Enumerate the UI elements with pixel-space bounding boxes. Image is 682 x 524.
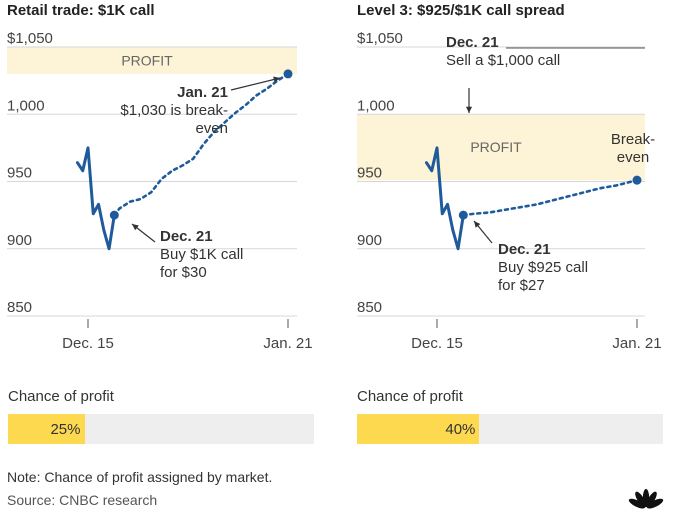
annotation-line: Buy $925 call: [498, 259, 588, 276]
probability-fill-spread: 40%: [357, 414, 480, 444]
probability-label-spread: Chance of profit: [357, 388, 463, 405]
annotation-line: even: [617, 149, 650, 166]
series-line-projected: [462, 178, 639, 217]
y-tick-label: 900: [357, 232, 382, 249]
footnote-text: Note: Chance of profit assigned by marke…: [7, 469, 273, 485]
probability-value-retail: 25%: [50, 421, 81, 438]
annotation-line: Jan. 21: [177, 84, 228, 101]
series-line-projected: [113, 72, 290, 217]
probability-label-retail: Chance of profit: [8, 388, 114, 405]
x-tick-label: Jan. 21: [263, 335, 312, 352]
annotation-line: Dec. 21: [160, 228, 213, 245]
annotation-text: Jan. 21 $1,030 is break-even: [120, 84, 228, 137]
probability-track-spread: 40%: [357, 414, 663, 444]
annotation-line: even: [195, 120, 228, 137]
y-tick-label: $1,050: [357, 30, 403, 47]
annotation-line: Dec. 21: [498, 241, 551, 258]
y-tick-label: 1,000: [7, 97, 45, 114]
profit-band-label: PROFIT: [121, 52, 173, 68]
chart-retail-call: PROFIT $1,050 1,000 950 900 850 Dec. 15 Jan. 21…: [7, 30, 313, 352]
x-tick-label: Jan. 21: [612, 335, 661, 352]
annotation-point: [458, 210, 468, 220]
annotation-arrow-head: [132, 224, 139, 231]
y-tick-label: 1,000: [357, 97, 395, 114]
y-tick-label: 900: [7, 232, 32, 249]
y-tick-label: $1,050: [7, 30, 53, 47]
source-text: Source: CNBC research: [7, 492, 158, 508]
profit-band-label: PROFIT: [470, 139, 522, 155]
probability-fill-retail: 25%: [8, 414, 85, 444]
x-tick-label: Dec. 15: [62, 335, 114, 352]
probability-track-retail: 25%: [8, 414, 314, 444]
peacock-logo: [628, 489, 664, 509]
y-tick-label: 950: [7, 165, 32, 182]
annotation-line: Buy $1K call: [160, 246, 243, 263]
probability-value-spread: 40%: [445, 421, 476, 438]
annotation-arrow-head: [465, 106, 473, 113]
panel-retail-title: Retail trade: $1K call: [7, 2, 155, 19]
annotation-line: for $30: [160, 264, 207, 281]
annotation-arrow-line: [230, 77, 281, 91]
annotation-text: Dec. 21 Buy $925 call for $27: [498, 241, 588, 294]
y-tick-label: 950: [357, 165, 382, 182]
y-tick-label: 850: [7, 299, 32, 316]
profit-band: [357, 114, 645, 181]
profit-band: [7, 47, 297, 74]
series-line-price: [75, 146, 116, 251]
annotation-text: Dec. 21 Buy $1K call for $30: [160, 228, 243, 281]
charts-svg: PROFIT $1,050 1,000 950 900 850 Dec. 15 Jan. 21…: [7, 30, 662, 352]
panel-spread-title: Level 3: $925/$1K call spread: [357, 2, 565, 19]
annotation-text: Dec. 21 Sell a $1,000 call: [446, 34, 560, 69]
annotation-point: [632, 175, 642, 185]
annotation-arrow-head: [474, 221, 481, 228]
annotation-line: Sell a $1,000 call: [446, 52, 560, 69]
annotation-line: for $27: [498, 277, 545, 294]
annotation-text: Break-even: [611, 131, 655, 166]
x-tick-label: Dec. 15: [411, 335, 463, 352]
annotation-line: Dec. 21: [446, 34, 499, 51]
annotation-arrow-head: [273, 76, 280, 83]
annotation-line: $1,030 is break-: [120, 102, 228, 119]
annotation-point: [283, 69, 293, 79]
annotation-line: Break-: [611, 131, 655, 148]
chart-call-spread: PROFIT $1,050 1,000 950 900 850 Dec. 15 Jan. 21…: [357, 30, 662, 352]
annotation-point: [109, 210, 119, 220]
y-tick-label: 850: [357, 299, 382, 316]
series-line-price: [424, 146, 465, 251]
